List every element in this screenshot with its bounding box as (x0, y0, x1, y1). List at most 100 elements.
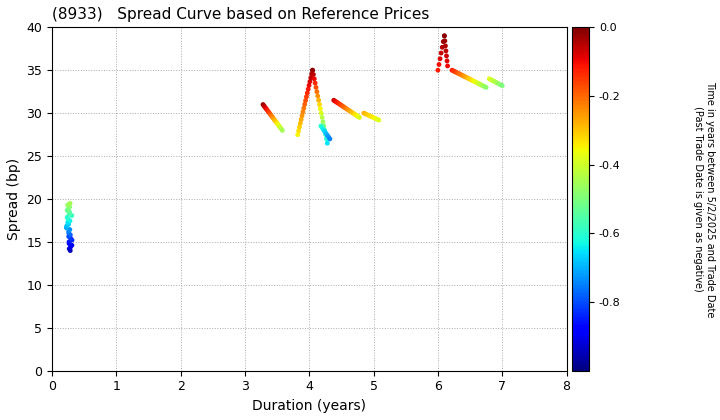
Point (492, 80, 504, 87)
Point (348, 111, 360, 118)
Point (295, 116, 307, 123)
Point (472, 79, 483, 86)
Point (488, 78, 500, 84)
Point (463, 75, 474, 82)
Point (361, 111, 373, 118)
Point (302, 86, 314, 92)
Point (442, 63, 454, 69)
Point (460, 74, 472, 81)
Point (433, 61, 445, 68)
Point (299, 101, 310, 108)
Point (304, 78, 315, 85)
Point (307, 67, 318, 74)
Point (318, 118, 329, 125)
Point (336, 102, 348, 109)
Point (312, 93, 323, 100)
Point (439, 37, 451, 44)
Point (314, 101, 325, 108)
Point (365, 113, 377, 120)
Point (64, 226, 76, 233)
Point (323, 134, 334, 140)
Point (341, 105, 352, 112)
Point (63, 245, 75, 252)
Point (269, 116, 280, 123)
Point (462, 74, 473, 81)
Point (65, 244, 76, 250)
Point (62, 219, 73, 226)
Point (332, 100, 343, 106)
Point (318, 126, 329, 133)
Point (303, 82, 315, 89)
Point (369, 115, 381, 122)
Point (353, 113, 364, 120)
Point (257, 101, 269, 108)
Point (341, 106, 353, 113)
Point (63, 221, 74, 228)
Point (458, 73, 469, 79)
Point (436, 44, 448, 51)
Point (468, 78, 480, 84)
Point (293, 128, 305, 134)
Point (65, 235, 76, 242)
Point (61, 223, 73, 229)
Point (454, 71, 465, 77)
Point (307, 71, 319, 78)
Point (264, 109, 275, 116)
Point (310, 80, 321, 87)
Point (372, 116, 383, 123)
Point (315, 123, 327, 129)
Point (62, 202, 73, 208)
Point (319, 128, 330, 135)
Point (264, 111, 276, 118)
Point (276, 126, 287, 132)
Point (64, 218, 76, 224)
Point (258, 102, 270, 109)
Point (316, 114, 328, 121)
Point (495, 81, 507, 88)
Point (63, 230, 74, 236)
Point (344, 108, 356, 114)
Point (308, 76, 320, 82)
Point (63, 210, 75, 217)
Point (440, 47, 451, 54)
Point (322, 132, 333, 139)
Point (318, 123, 330, 129)
Point (346, 109, 358, 116)
Point (330, 99, 342, 105)
Point (354, 114, 365, 121)
Point (334, 101, 346, 108)
Point (300, 97, 311, 104)
Point (306, 71, 318, 77)
Point (475, 81, 487, 88)
Point (315, 110, 327, 116)
Point (320, 136, 332, 142)
Point (272, 121, 284, 128)
Text: (8933)   Spread Curve based on Reference Prices: (8933) Spread Curve based on Reference P… (52, 7, 429, 22)
Point (368, 114, 379, 121)
Point (438, 38, 449, 45)
Point (490, 79, 501, 85)
Point (322, 140, 333, 147)
Point (294, 120, 306, 126)
Point (479, 84, 490, 90)
Point (292, 131, 304, 138)
Point (297, 112, 308, 119)
Point (64, 209, 76, 215)
Point (336, 102, 347, 108)
Point (311, 88, 323, 95)
Point (464, 76, 475, 82)
Point (305, 74, 317, 81)
Point (329, 98, 341, 105)
Point (373, 117, 384, 123)
X-axis label: Duration (years): Duration (years) (252, 399, 366, 413)
Point (359, 110, 370, 116)
Point (301, 93, 312, 100)
Point (441, 58, 453, 64)
Point (333, 100, 344, 107)
Point (348, 110, 359, 117)
Point (440, 42, 451, 49)
Point (271, 120, 283, 127)
Point (469, 78, 480, 85)
Point (271, 119, 282, 126)
Point (297, 108, 309, 115)
